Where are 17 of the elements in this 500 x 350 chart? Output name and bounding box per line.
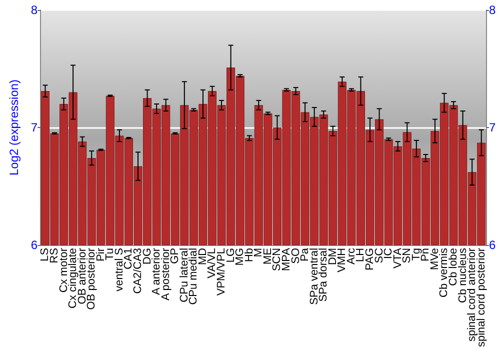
y2-tick-label: 8 [489,3,496,17]
x-tick-label: DG [141,248,154,264]
x-tick-label: IC [382,248,395,259]
x-tick-label: SO [290,248,302,264]
x-tick-label: CPu medial [188,248,200,305]
x-tick-label: OB anterior [76,248,88,304]
y-tick-label: 8 [30,3,38,17]
y-axis-title: Log2 (expression) [7,79,21,176]
x-tick-label: Pa [299,247,312,262]
y2-tick-label: 6 [489,238,496,252]
y-tick-label: 7 [30,120,38,134]
x-tick-label: M [252,248,265,258]
x-tick-label: Hb [243,248,256,262]
x-tick-label: RS [48,248,60,264]
y-tick-label: 6 [30,238,38,252]
y2-tick-label: 7 [489,120,496,134]
x-tick-label: GP [169,248,182,264]
